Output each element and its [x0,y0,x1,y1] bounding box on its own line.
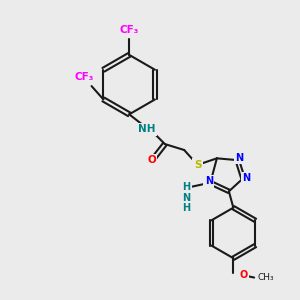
Text: N: N [236,153,244,163]
Text: CF₃: CF₃ [74,72,94,82]
Text: N: N [205,176,213,186]
Text: H: H [182,203,190,213]
Text: NH: NH [138,124,156,134]
Text: N: N [182,193,190,202]
Text: S: S [194,160,201,170]
Text: CH₃: CH₃ [258,273,274,282]
Text: CF₃: CF₃ [119,25,139,34]
Text: N: N [242,173,250,183]
Text: H: H [182,182,190,192]
Text: O: O [240,270,248,280]
Text: O: O [147,155,156,165]
